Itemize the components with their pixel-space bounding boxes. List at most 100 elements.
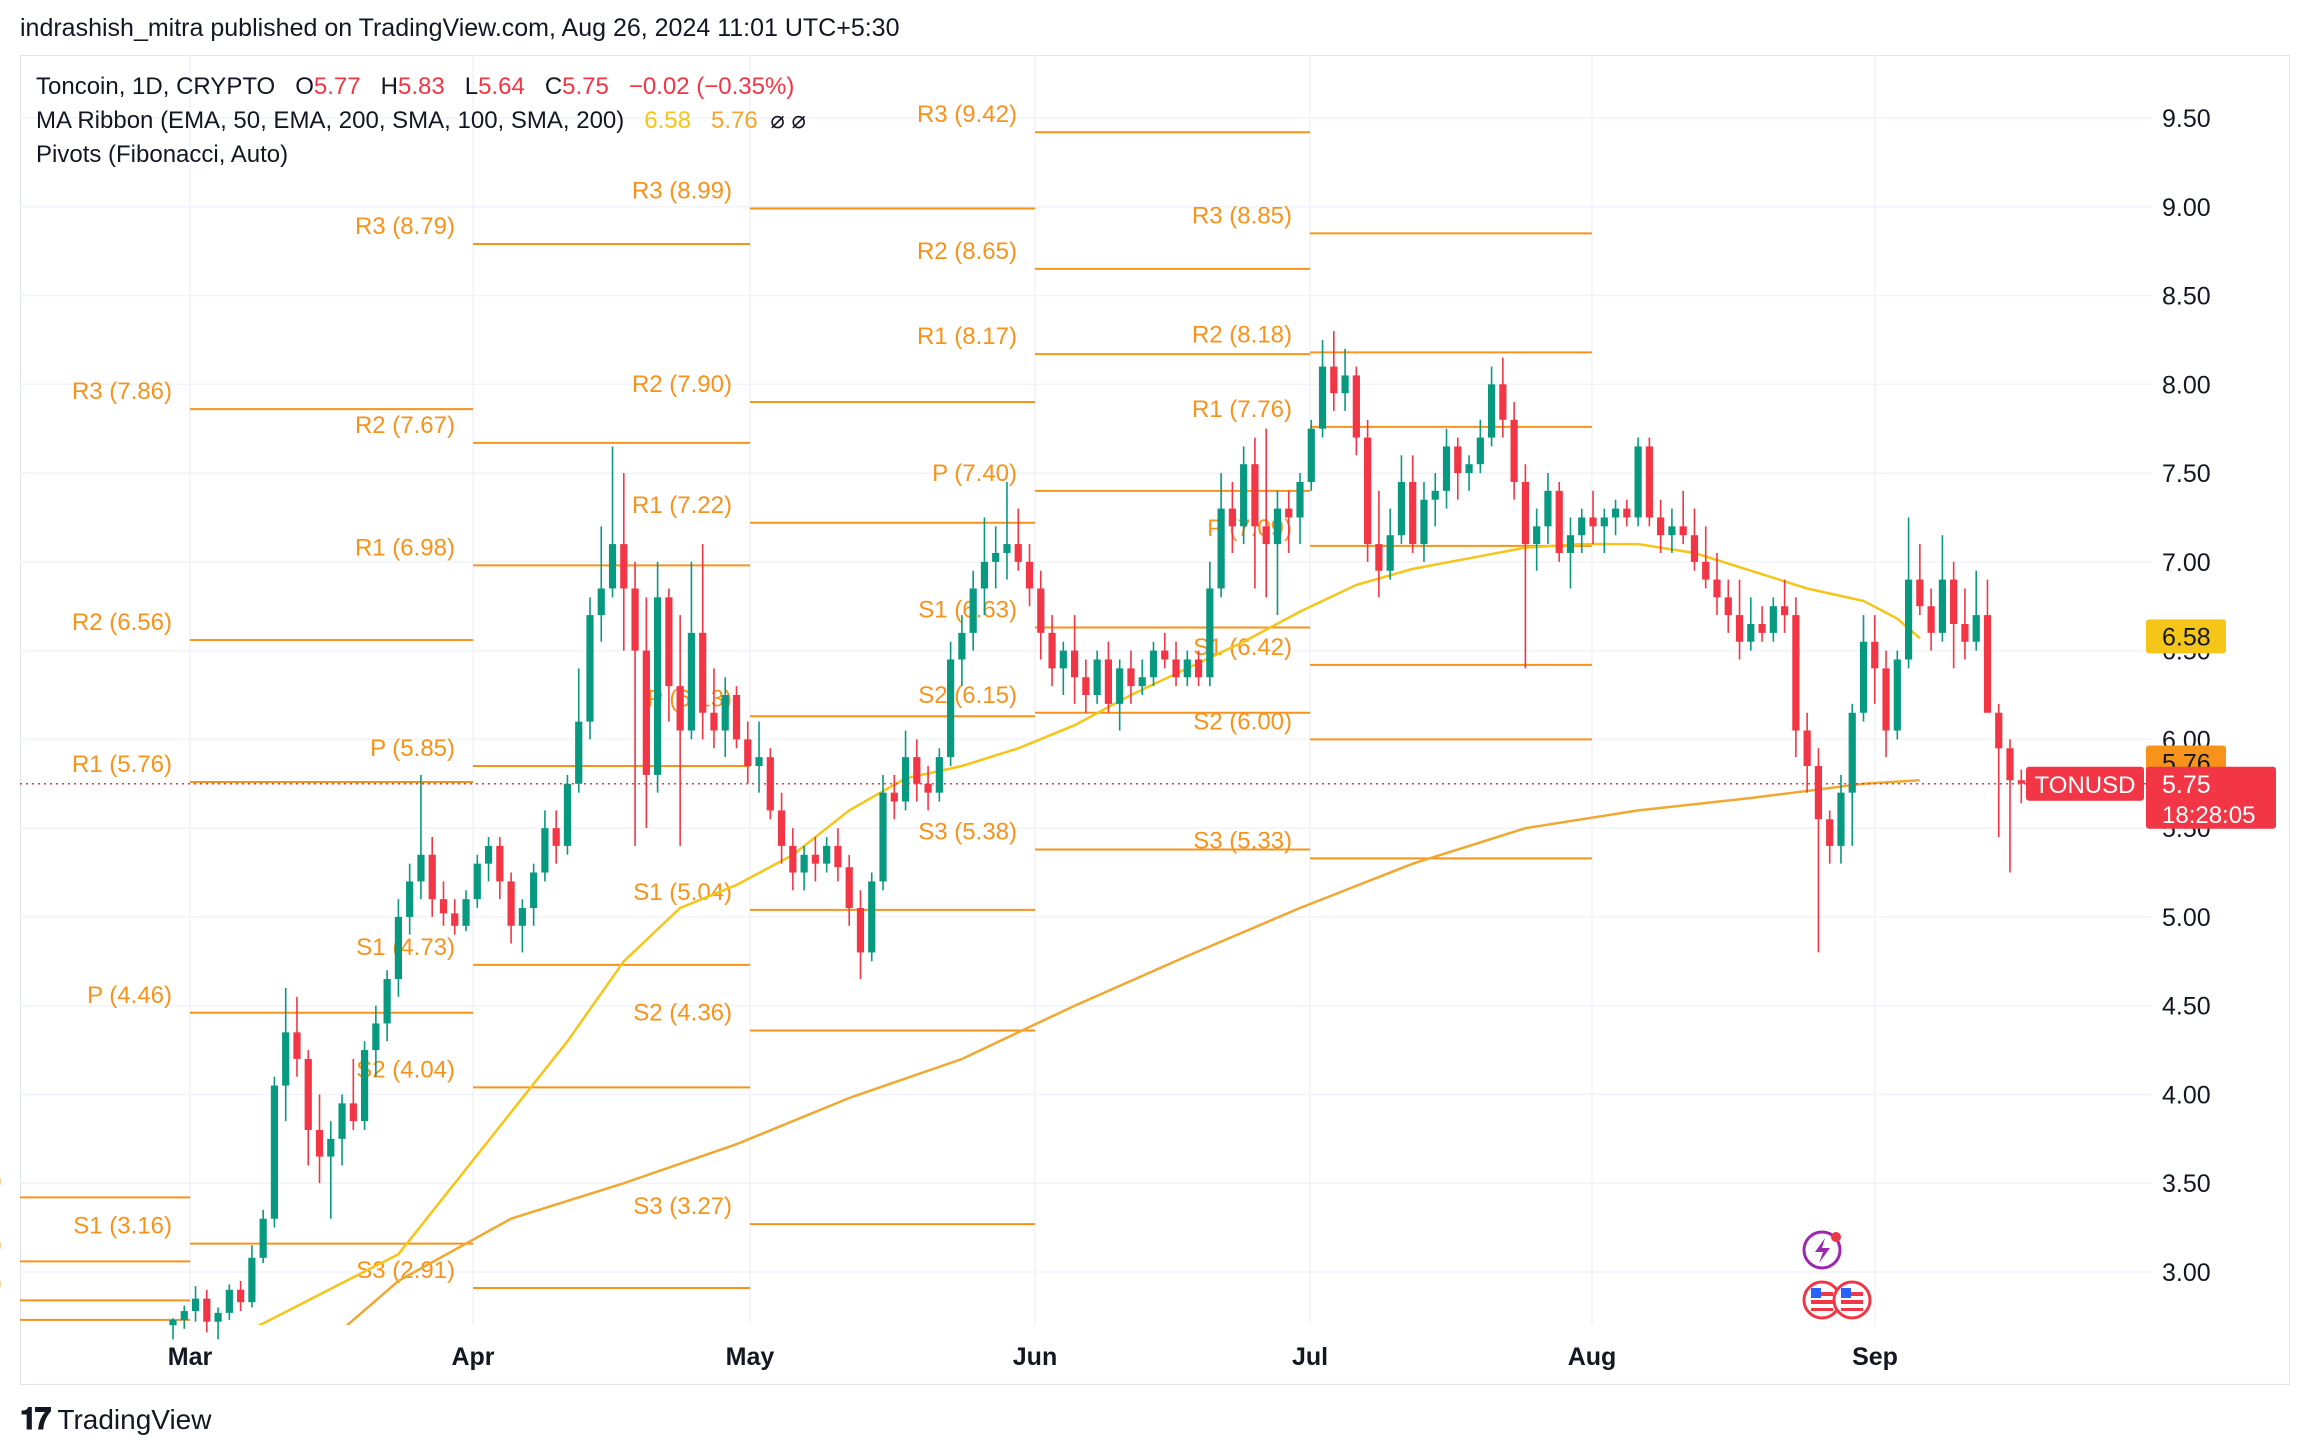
pivot-label: P (7.40) xyxy=(932,460,1017,487)
candle-body xyxy=(237,1289,245,1303)
candle-body xyxy=(214,1312,222,1322)
candle-body xyxy=(1668,526,1676,536)
candle-body xyxy=(1623,508,1631,518)
candle-body xyxy=(1735,615,1744,642)
us-flag-stripe xyxy=(1811,1300,1833,1304)
moving-averages xyxy=(257,542,1921,1325)
pivot-label: R1 (5.76) xyxy=(72,751,172,778)
candle-body xyxy=(1307,428,1315,482)
pivot-label: R2 (8.18) xyxy=(1192,321,1292,348)
event-icons[interactable] xyxy=(1802,1230,1872,1320)
candle-body xyxy=(462,899,470,926)
candle-body xyxy=(2017,780,2025,784)
candle-body xyxy=(834,845,842,868)
candle-body xyxy=(823,845,831,864)
pivot-levels: R1 (2.84) R2 (3.06) R3 (3.42) R3 (7.86) R2 (… xyxy=(0,101,1592,1321)
legend-close-label: C xyxy=(544,73,563,100)
candle-body xyxy=(259,1218,267,1258)
publisher-note: indrashish_mitra published on TradingVie… xyxy=(20,14,900,42)
candle-body xyxy=(879,792,887,882)
candle-body xyxy=(868,881,876,953)
candle-body xyxy=(473,863,481,900)
candle-body xyxy=(1082,677,1090,695)
candle-body xyxy=(1814,766,1823,820)
symbol-badge xyxy=(2026,766,2144,801)
pivot-label: R1 (6.98) xyxy=(355,534,455,561)
candle-body xyxy=(1758,623,1766,633)
candle-body xyxy=(1476,437,1484,465)
candle-body xyxy=(1589,517,1597,527)
price-axis[interactable]: 3.003.504.004.505.005.506.006.507.007.50… xyxy=(2162,105,2211,1287)
pivot-label: S1 (3.16) xyxy=(73,1213,172,1240)
candle-body xyxy=(620,544,628,589)
candle-body xyxy=(1826,819,1834,846)
candle-body xyxy=(372,1023,380,1051)
candle-body xyxy=(1487,384,1496,438)
pivot-label: S3 (5.38) xyxy=(918,818,1017,845)
x-tick-label: May xyxy=(726,1343,775,1371)
us-flag-stripe xyxy=(1841,1308,1863,1311)
candle-body xyxy=(1904,579,1913,660)
candle-body xyxy=(575,721,583,784)
candle-body xyxy=(789,845,797,873)
candle-body xyxy=(270,1085,279,1219)
us-flag-canton xyxy=(1841,1288,1851,1298)
candle-body xyxy=(1747,623,1755,642)
y-tick-label: 8.00 xyxy=(2162,371,2211,399)
candle-body xyxy=(1792,615,1800,731)
candle-body xyxy=(1037,588,1045,633)
candle-body xyxy=(1352,375,1360,438)
candle-body xyxy=(1995,712,2003,749)
candle-body xyxy=(1431,490,1439,500)
candle-body xyxy=(293,1032,301,1059)
pivot-label: R1 (2.84) xyxy=(0,1269,2,1296)
pivot-label: R2 (7.67) xyxy=(355,412,455,439)
candle-body xyxy=(1983,615,1992,713)
legend-pivots: Pivots (Fibonacci, Auto) xyxy=(36,141,289,168)
candle-body xyxy=(1454,446,1462,474)
candle-body xyxy=(383,979,391,1024)
candle-body xyxy=(1781,606,1789,616)
candle-body xyxy=(1769,606,1777,633)
chart-legend: Toncoin, 1D, CRYPTO O5.77 H5.83 L5.64 C5… xyxy=(36,70,806,172)
hidden-values-icon: ⌀ ⌀ xyxy=(770,107,806,134)
legend-pivots-row[interactable]: Pivots (Fibonacci, Auto) xyxy=(36,138,806,172)
tradingview-brand[interactable]: 𝟏𝟕 TradingView xyxy=(20,1403,211,1437)
candle-body xyxy=(1194,659,1203,678)
candle-body xyxy=(1578,517,1586,536)
candle-body xyxy=(1871,641,1879,669)
candle-body xyxy=(1938,579,1946,633)
legend-high-value: 5.83 xyxy=(397,73,445,100)
candle-body xyxy=(1161,650,1169,660)
candle-body xyxy=(1386,535,1394,571)
candle-body xyxy=(2006,748,2014,781)
legend-symbol-row[interactable]: Toncoin, 1D, CRYPTO O5.77 H5.83 L5.64 C5… xyxy=(36,70,806,104)
candle-body xyxy=(1465,464,1473,474)
candle-body xyxy=(777,810,786,846)
legend-ma-row[interactable]: MA Ribbon (EMA, 50, EMA, 200, SMA, 100, … xyxy=(36,104,806,138)
candle-body xyxy=(676,686,684,731)
time-axis[interactable]: Mar Apr May Jun Jul Aug Sep xyxy=(168,1343,1898,1371)
candle-body xyxy=(1296,481,1304,518)
pivot-label: R1 (7.76) xyxy=(1192,396,1292,423)
x-tick-label: Apr xyxy=(451,1343,494,1371)
candle-body xyxy=(1025,561,1034,589)
x-tick-label: Jul xyxy=(1292,1343,1328,1371)
x-tick-label: Sep xyxy=(1852,1343,1898,1371)
candle-body xyxy=(1566,535,1575,553)
candle-body xyxy=(1724,597,1732,616)
us-flag-canton xyxy=(1811,1288,1821,1298)
candle-body xyxy=(980,561,989,589)
pivot-label: R3 (3.42) xyxy=(0,1166,2,1193)
candle-body xyxy=(1048,632,1056,669)
candle-body xyxy=(608,544,617,589)
y-tick-label: 3.50 xyxy=(2162,1170,2211,1198)
pivot-label: R2 (8.65) xyxy=(917,238,1017,265)
candle-body xyxy=(1679,526,1687,536)
candle-body xyxy=(1442,446,1451,491)
candle-body xyxy=(732,695,741,740)
chart-frame xyxy=(20,55,2290,1385)
candle-body xyxy=(451,913,459,926)
candle-body xyxy=(1803,730,1811,767)
